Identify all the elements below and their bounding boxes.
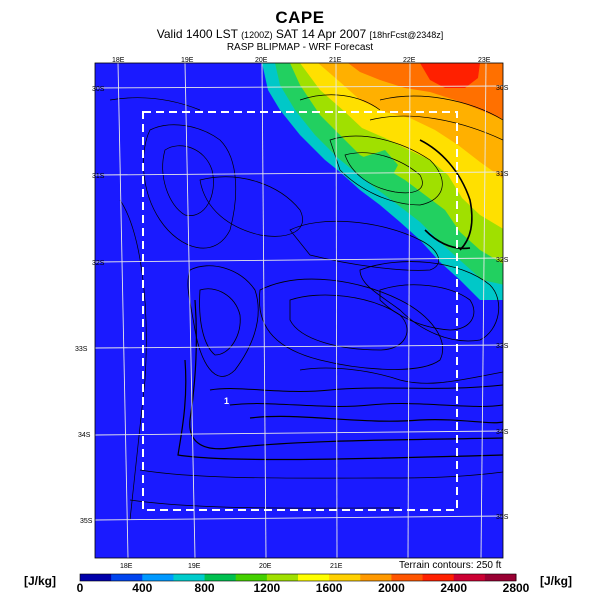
lat-labels-right: 30S 31S 32S 33S 34S 35S (496, 85, 509, 521)
model-label: RASP BLIPMAP - WRF Forecast (226, 42, 374, 53)
colorbar-swatch (360, 574, 392, 581)
lat-label-right: 35S (496, 514, 509, 521)
lon-label-top: 23E (478, 57, 491, 64)
valid-date: SAT 14 Apr 2007 (275, 27, 367, 41)
lat-label-right: 31S (496, 171, 509, 178)
colorbar-frame (79, 573, 517, 582)
lon-label-top: 18E (112, 57, 125, 64)
colorbar-tick-label: 1600 (316, 581, 343, 595)
lon-label-bottom: 20E (259, 563, 272, 570)
lat-label-left: 35S (80, 518, 93, 525)
lon-label-top: 19E (181, 57, 194, 64)
colorbar (79, 573, 517, 582)
valid-time-utc: (1200Z) (241, 30, 273, 40)
forecast-info: [18hrFcst@2348z] (369, 30, 444, 40)
valid-time: Valid 1400 LST (1200Z) SAT 14 Apr 2007 [… (0, 27, 600, 41)
lon-label-top: 20E (255, 57, 268, 64)
colorbar-swatch (80, 574, 112, 581)
lon-label-top: 21E (329, 57, 342, 64)
colorbar-tick-label: 2400 (440, 581, 467, 595)
colorbar-swatch (391, 574, 424, 581)
lat-label-right: 30S (496, 85, 509, 92)
lat-labels-left: 30S 31S 32S 33S 34S 35S (75, 86, 105, 525)
chart-title: CAPE (275, 8, 325, 27)
colorbar-tick-labels: 0 400 800 1200 1600 2000 2400 2800 (77, 581, 530, 595)
high-cape-region (262, 63, 503, 300)
lon-label-bottom: 18E (120, 563, 133, 570)
colorbar-swatch (204, 574, 237, 581)
lat-label-left: 33S (75, 346, 88, 353)
colorbar-swatch (142, 574, 174, 581)
colorbar-tick-label: 1200 (254, 581, 281, 595)
colorbar-tick-label: 2000 (378, 581, 405, 595)
lat-label-right: 33S (496, 343, 509, 350)
colorbar-tick-label: 2800 (503, 581, 530, 595)
map-border (94, 62, 504, 559)
terrain-note: Terrain contours: 250 ft (399, 560, 502, 571)
lat-label-left: 34S (78, 432, 91, 439)
lat-label-left: 30S (92, 86, 105, 93)
lon-label-top: 22E (403, 57, 416, 64)
lon-label-bottom: 19E (188, 563, 201, 570)
lon-label-bottom: 21E (330, 563, 343, 570)
colorbar-swatch (298, 574, 330, 581)
lat-label-right: 34S (496, 429, 509, 436)
lon-labels-bottom: 18E 19E 20E 21E (120, 563, 343, 570)
lon-labels-top: 18E 19E 20E 21E 22E 23E (112, 57, 491, 64)
colorbar-tick-label: 0 (77, 581, 84, 595)
colorbar-tick-label: 400 (132, 581, 152, 595)
colorbar-swatch (329, 574, 361, 581)
lat-label-right: 32S (496, 257, 509, 264)
colorbar-tick-label: 800 (195, 581, 215, 595)
colorbar-swatch (422, 574, 455, 581)
site-marker-label: 1 (224, 396, 229, 406)
inner-domain-box (142, 111, 458, 511)
colorbar-unit-right: [J/kg] (540, 574, 573, 588)
colorbar-unit-left: [J/kg] (24, 574, 57, 588)
colorbar-swatch (484, 574, 517, 581)
lat-lon-grid (94, 62, 504, 559)
colorbar-swatch (173, 574, 206, 581)
colorbar-swatch (453, 574, 486, 581)
lat-label-left: 31S (92, 173, 105, 180)
colorbar-swatch (266, 574, 299, 581)
colorbar-swatch (235, 574, 268, 581)
valid-time-main: Valid 1400 LST (156, 27, 238, 41)
lat-label-left: 32S (92, 260, 105, 267)
colorbar-swatch (111, 574, 143, 581)
